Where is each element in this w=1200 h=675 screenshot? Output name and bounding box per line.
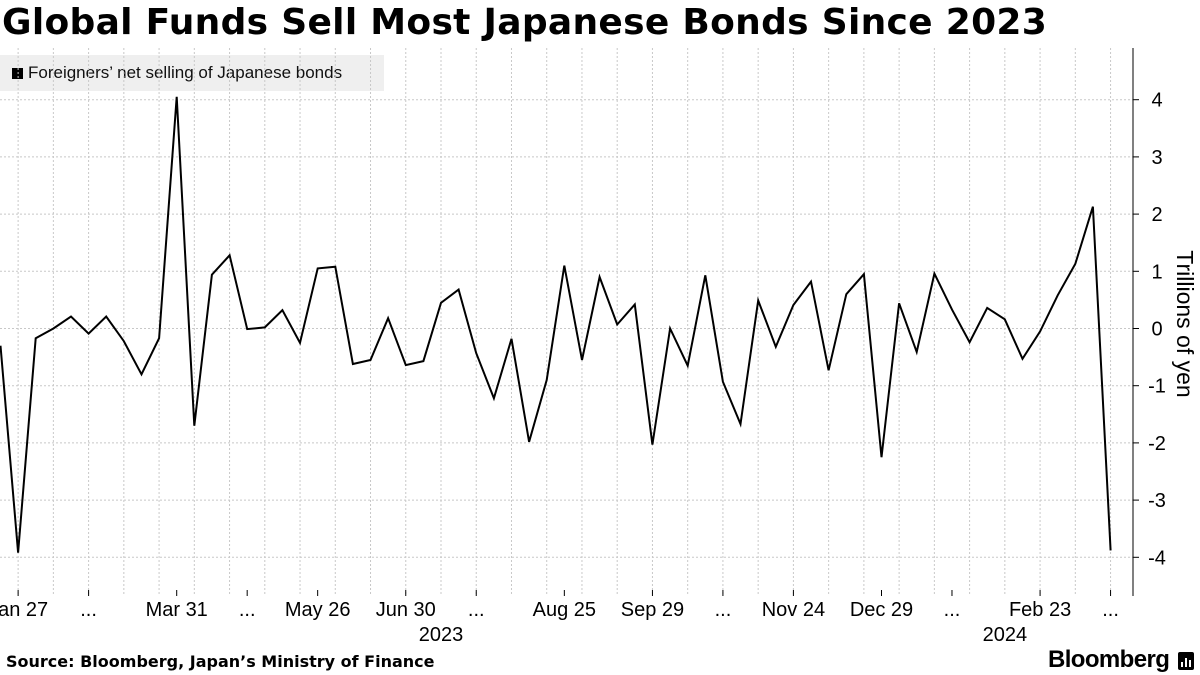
y-tick-label: 1: [1151, 261, 1162, 283]
x-tick-label: ...: [239, 599, 256, 621]
year-label: 2024: [983, 624, 1028, 645]
x-tick-label: ...: [715, 599, 732, 621]
bloomberg-terminal-icon: [1178, 652, 1194, 670]
x-tick-label: Feb 23: [1009, 599, 1071, 621]
y-tick-label: 2: [1151, 204, 1162, 226]
y-tick-label: 3: [1151, 147, 1162, 169]
x-tick-label: Aug 25: [533, 599, 596, 621]
bloomberg-logo: Bloomberg: [1048, 646, 1170, 673]
legend-label: Foreigners’ net selling of Japanese bond…: [28, 63, 343, 82]
x-tick-label: ...: [944, 599, 961, 621]
legend: Foreigners’ net selling of Japanese bond…: [0, 55, 384, 91]
x-tick-label: Sep 29: [621, 599, 684, 621]
x-tick-label: ...: [468, 599, 485, 621]
y-tick-label: 0: [1151, 319, 1162, 341]
x-tick-label: ...: [80, 599, 97, 621]
x-tick-label: May 26: [285, 599, 351, 621]
year-label: 2023: [419, 624, 464, 645]
series-line: [0, 96, 1112, 553]
x-tick-label: Nov 24: [762, 599, 825, 621]
y-tick-label: -3: [1148, 490, 1166, 512]
legend-swatch: [12, 67, 23, 79]
y-tick-label: -4: [1148, 547, 1166, 569]
x-tick-label: ...: [1102, 599, 1119, 621]
chart-title: Global Funds Sell Most Japanese Bonds Si…: [2, 2, 1048, 43]
y-tick-label: 4: [1151, 90, 1162, 112]
chart-plot: -4 -3 -2 -1 0 1 2 3 4 Jan 27... Mar 31... May 26 Jun…: [0, 48, 1198, 645]
x-tick-label: Jan 27: [0, 599, 48, 621]
y-tick-label: -2: [1148, 433, 1166, 455]
x-tick-label: Dec 29: [850, 599, 913, 621]
source-note: Source: Bloomberg, Japan’s Ministry of F…: [6, 652, 435, 671]
y-axis-title: Trillions of yen: [1172, 250, 1198, 397]
x-tick-label: Mar 31: [146, 599, 208, 621]
y-tick-label: -1: [1148, 376, 1166, 398]
x-tick-label: Jun 30: [376, 599, 436, 621]
